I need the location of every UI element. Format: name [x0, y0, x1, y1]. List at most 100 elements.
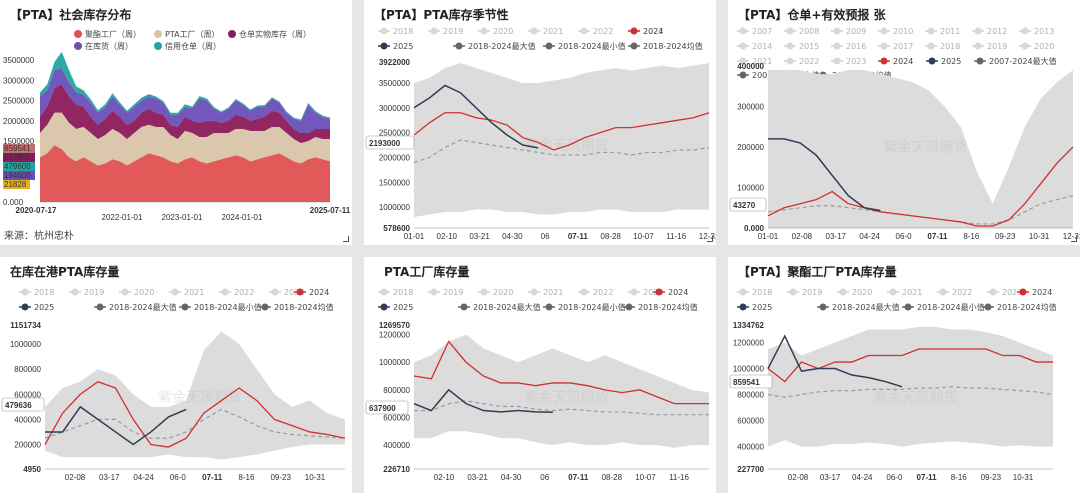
chart-title: 【PTA】社会库存分布 — [10, 8, 132, 22]
legend-label: 2021 — [752, 57, 772, 66]
legend-marker — [480, 288, 488, 296]
y-tick-label: 1151734 — [10, 321, 41, 330]
value-label-box — [365, 400, 409, 415]
legend-marker — [545, 42, 553, 50]
y-tick-label: 2000000 — [3, 117, 35, 126]
legend-label: 2022 — [952, 288, 972, 297]
legend-label: 2018-2024最小值 — [558, 41, 626, 51]
x-tick-label: 10-07 — [635, 473, 656, 482]
legend-marker — [1019, 288, 1027, 296]
range-band — [414, 63, 709, 218]
legend-label: 在库货（周） — [85, 41, 133, 51]
legend-marker — [974, 42, 982, 50]
legend-label: 2021 — [184, 288, 204, 297]
y-tick-label: 600000 — [14, 390, 41, 399]
legend-label: 2018-2024均值 — [274, 302, 334, 312]
legend-label: 2023 — [643, 27, 663, 36]
y-tick-label: 300000 — [737, 103, 764, 112]
x-tick-label: 03-21 — [469, 232, 490, 241]
range-band — [768, 326, 1053, 447]
legend-marker — [789, 288, 797, 296]
latest-value-badge — [3, 153, 35, 162]
range-band — [45, 331, 345, 460]
legend-marker — [630, 27, 638, 35]
legend-marker — [530, 288, 538, 296]
value-label-box — [365, 135, 415, 150]
legend-label: 2018-2024最大值 — [832, 302, 900, 312]
latest-value-badge — [3, 144, 35, 153]
legend-label: 2021 — [902, 288, 922, 297]
y-tick-label: 1269570 — [379, 321, 411, 330]
x-tick-label: 02-08 — [788, 473, 809, 482]
y-tick-label: 800000 — [14, 365, 41, 374]
value-label: 43270 — [733, 201, 756, 210]
y-tick-label: 200000 — [14, 441, 41, 450]
x-tick-label: 10-31 — [1029, 232, 1050, 241]
legend-label: PTA工厂（周） — [165, 30, 220, 39]
x-tick-label: 02-10 — [434, 473, 455, 482]
legend-label: 2007-2024最大值 — [989, 56, 1057, 66]
resize-corner-icon[interactable] — [707, 236, 713, 242]
legend-label: 2018-2024最大值 — [473, 302, 541, 312]
x-tick-label: 03-17 — [99, 473, 120, 482]
legend-label: 2021 — [543, 288, 563, 297]
legend-marker — [939, 288, 947, 296]
x-tick-label: 11-16 — [669, 473, 689, 482]
legend-marker — [927, 27, 935, 35]
legend-label: 2019 — [84, 288, 104, 297]
legend-label: 2018-2024最大值 — [468, 41, 536, 51]
legend-marker — [928, 57, 936, 65]
legend-marker — [455, 42, 463, 50]
legend-marker — [221, 288, 229, 296]
legend-marker — [630, 288, 638, 296]
x-tick-label: 04-24 — [852, 473, 873, 482]
x-tick-label: 8-16 — [238, 473, 255, 482]
y-tick-label: 1000000 — [10, 340, 42, 349]
legend-marker — [786, 57, 794, 65]
x-tick-label: 06-0 — [896, 232, 913, 241]
y-tick-label: 1334762 — [733, 321, 765, 330]
y-tick-label: 1200000 — [733, 339, 765, 348]
value-label-box — [729, 374, 773, 389]
x-tick-label: 10-31 — [305, 473, 326, 482]
legend-marker — [819, 303, 827, 311]
legend-marker — [96, 303, 104, 311]
latest-value-badge — [3, 180, 30, 189]
series-2025-line — [45, 405, 187, 446]
x-tick-label: 06 — [540, 473, 549, 482]
legend-marker — [833, 27, 841, 35]
legend-marker — [974, 27, 982, 35]
legend-marker — [71, 288, 79, 296]
legend-label: 2022 — [593, 288, 613, 297]
resize-corner-icon[interactable] — [343, 236, 349, 242]
resize-corner-icon[interactable] — [1071, 236, 1077, 242]
x-tick-label: 2025-07-11 — [310, 206, 351, 215]
legend-label: 聚酯工厂（周） — [85, 30, 141, 39]
x-tick-label: 01-01 — [404, 232, 425, 241]
chart-source: 来源：杭州忠朴 — [4, 231, 74, 242]
legend-marker — [271, 288, 279, 296]
legend-label: 2021 — [543, 27, 563, 36]
x-tick-label: 12-31 — [699, 232, 716, 241]
legend-marker — [74, 30, 82, 38]
x-tick-label: 04-30 — [501, 473, 522, 482]
latest-value-label: 859541 — [4, 144, 31, 153]
legend-marker — [74, 42, 82, 50]
y-tick-label: 800000 — [383, 386, 410, 395]
legend-marker — [625, 303, 633, 311]
legend-label: 2018-2024最小值 — [917, 302, 985, 312]
legend-label: 2023 — [846, 57, 866, 66]
legend-marker — [739, 303, 747, 311]
x-tick-label: 06-0 — [886, 473, 903, 482]
latest-value-label: 479600 — [4, 162, 31, 171]
legend-label: 2025 — [393, 303, 413, 312]
y-tick-label: 3500000 — [379, 79, 411, 88]
value-label: 637900 — [369, 404, 396, 413]
panel-factory-inventory: PTA工厂库存量 2018201920202021202220232024202… — [364, 257, 716, 493]
legend-marker — [380, 303, 388, 311]
latest-value-badge — [3, 162, 35, 171]
chart-social-inventory: 聚酯工厂（周） PTA工厂（周） 仓单实物库存（周） 在库货（周） 信用仓单（周） 350… — [3, 29, 351, 222]
legend-marker — [171, 288, 179, 296]
y-tick-label: 2500000 — [3, 97, 35, 106]
y-tick-label: 227700 — [737, 465, 764, 474]
